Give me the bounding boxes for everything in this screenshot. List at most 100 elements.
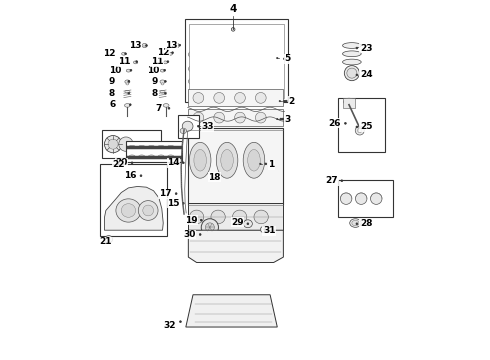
Ellipse shape xyxy=(284,58,285,60)
Ellipse shape xyxy=(168,52,172,55)
Ellipse shape xyxy=(247,149,260,171)
Bar xyxy=(185,19,288,102)
Text: 11: 11 xyxy=(118,57,130,66)
Bar xyxy=(343,98,355,108)
Text: 3: 3 xyxy=(285,114,291,123)
Ellipse shape xyxy=(271,51,280,58)
Bar xyxy=(188,128,283,205)
Text: 8: 8 xyxy=(152,89,158,98)
Ellipse shape xyxy=(146,45,147,46)
Ellipse shape xyxy=(126,69,131,72)
Text: 11: 11 xyxy=(151,57,163,66)
Text: 10: 10 xyxy=(109,66,122,75)
Bar xyxy=(178,116,199,138)
Text: 5: 5 xyxy=(285,54,291,63)
Text: 16: 16 xyxy=(124,171,136,180)
Ellipse shape xyxy=(282,118,284,120)
Ellipse shape xyxy=(343,98,354,105)
Text: 26: 26 xyxy=(329,119,341,128)
Ellipse shape xyxy=(236,51,245,58)
Text: 2: 2 xyxy=(288,96,294,105)
Text: 33: 33 xyxy=(201,122,214,131)
Text: 19: 19 xyxy=(185,216,197,225)
Ellipse shape xyxy=(163,61,168,64)
Ellipse shape xyxy=(347,68,357,78)
Text: 14: 14 xyxy=(167,158,180,167)
Ellipse shape xyxy=(236,78,245,85)
Ellipse shape xyxy=(133,61,138,64)
Ellipse shape xyxy=(224,78,233,85)
Ellipse shape xyxy=(200,219,202,221)
Ellipse shape xyxy=(122,204,136,217)
Ellipse shape xyxy=(119,137,133,151)
Ellipse shape xyxy=(212,78,221,85)
Ellipse shape xyxy=(285,100,287,102)
Ellipse shape xyxy=(128,81,130,82)
Ellipse shape xyxy=(271,78,280,85)
Ellipse shape xyxy=(265,163,267,165)
Ellipse shape xyxy=(148,145,155,149)
Text: 15: 15 xyxy=(167,199,180,208)
Text: 1: 1 xyxy=(269,161,274,170)
Ellipse shape xyxy=(254,210,269,224)
Ellipse shape xyxy=(200,65,209,72)
Ellipse shape xyxy=(160,80,165,84)
Ellipse shape xyxy=(104,135,122,153)
Ellipse shape xyxy=(194,149,206,171)
Bar xyxy=(188,89,283,107)
Ellipse shape xyxy=(201,219,219,236)
Ellipse shape xyxy=(260,226,268,233)
Ellipse shape xyxy=(131,162,133,164)
Ellipse shape xyxy=(142,43,147,48)
Ellipse shape xyxy=(158,155,164,158)
Bar xyxy=(188,109,283,126)
Ellipse shape xyxy=(232,210,247,224)
Text: 10: 10 xyxy=(147,66,159,75)
Ellipse shape xyxy=(279,100,280,102)
Ellipse shape xyxy=(260,65,269,72)
Text: 13: 13 xyxy=(165,41,177,50)
Text: 17: 17 xyxy=(159,189,171,198)
Ellipse shape xyxy=(182,202,184,204)
Ellipse shape xyxy=(182,121,193,131)
Ellipse shape xyxy=(163,104,169,107)
Text: 12: 12 xyxy=(157,48,170,57)
Text: 7: 7 xyxy=(155,104,162,113)
Ellipse shape xyxy=(235,112,245,123)
Ellipse shape xyxy=(260,163,261,165)
Ellipse shape xyxy=(138,201,158,220)
Ellipse shape xyxy=(276,118,278,120)
Ellipse shape xyxy=(344,122,346,124)
Ellipse shape xyxy=(358,129,362,133)
Ellipse shape xyxy=(260,51,269,58)
Ellipse shape xyxy=(158,145,164,149)
Text: 18: 18 xyxy=(208,173,221,182)
Ellipse shape xyxy=(280,118,282,120)
Ellipse shape xyxy=(216,142,238,178)
Polygon shape xyxy=(104,186,163,230)
Ellipse shape xyxy=(355,126,364,135)
Ellipse shape xyxy=(243,142,265,178)
Text: 27: 27 xyxy=(326,176,338,185)
Polygon shape xyxy=(186,295,277,327)
Ellipse shape xyxy=(247,223,249,225)
Ellipse shape xyxy=(136,61,138,63)
Ellipse shape xyxy=(105,235,113,243)
Text: 9: 9 xyxy=(152,77,158,86)
Ellipse shape xyxy=(343,59,361,65)
Ellipse shape xyxy=(160,69,165,72)
Ellipse shape xyxy=(260,78,269,85)
Ellipse shape xyxy=(125,90,130,93)
Ellipse shape xyxy=(212,65,221,72)
Ellipse shape xyxy=(231,28,235,31)
Bar xyxy=(100,164,167,235)
Text: 8: 8 xyxy=(109,89,115,98)
Ellipse shape xyxy=(179,44,181,46)
Text: 12: 12 xyxy=(103,49,116,58)
Text: 23: 23 xyxy=(360,44,372,53)
Ellipse shape xyxy=(174,43,179,48)
Ellipse shape xyxy=(182,162,184,164)
Text: 24: 24 xyxy=(360,71,372,80)
Ellipse shape xyxy=(224,51,233,58)
Ellipse shape xyxy=(165,81,166,82)
